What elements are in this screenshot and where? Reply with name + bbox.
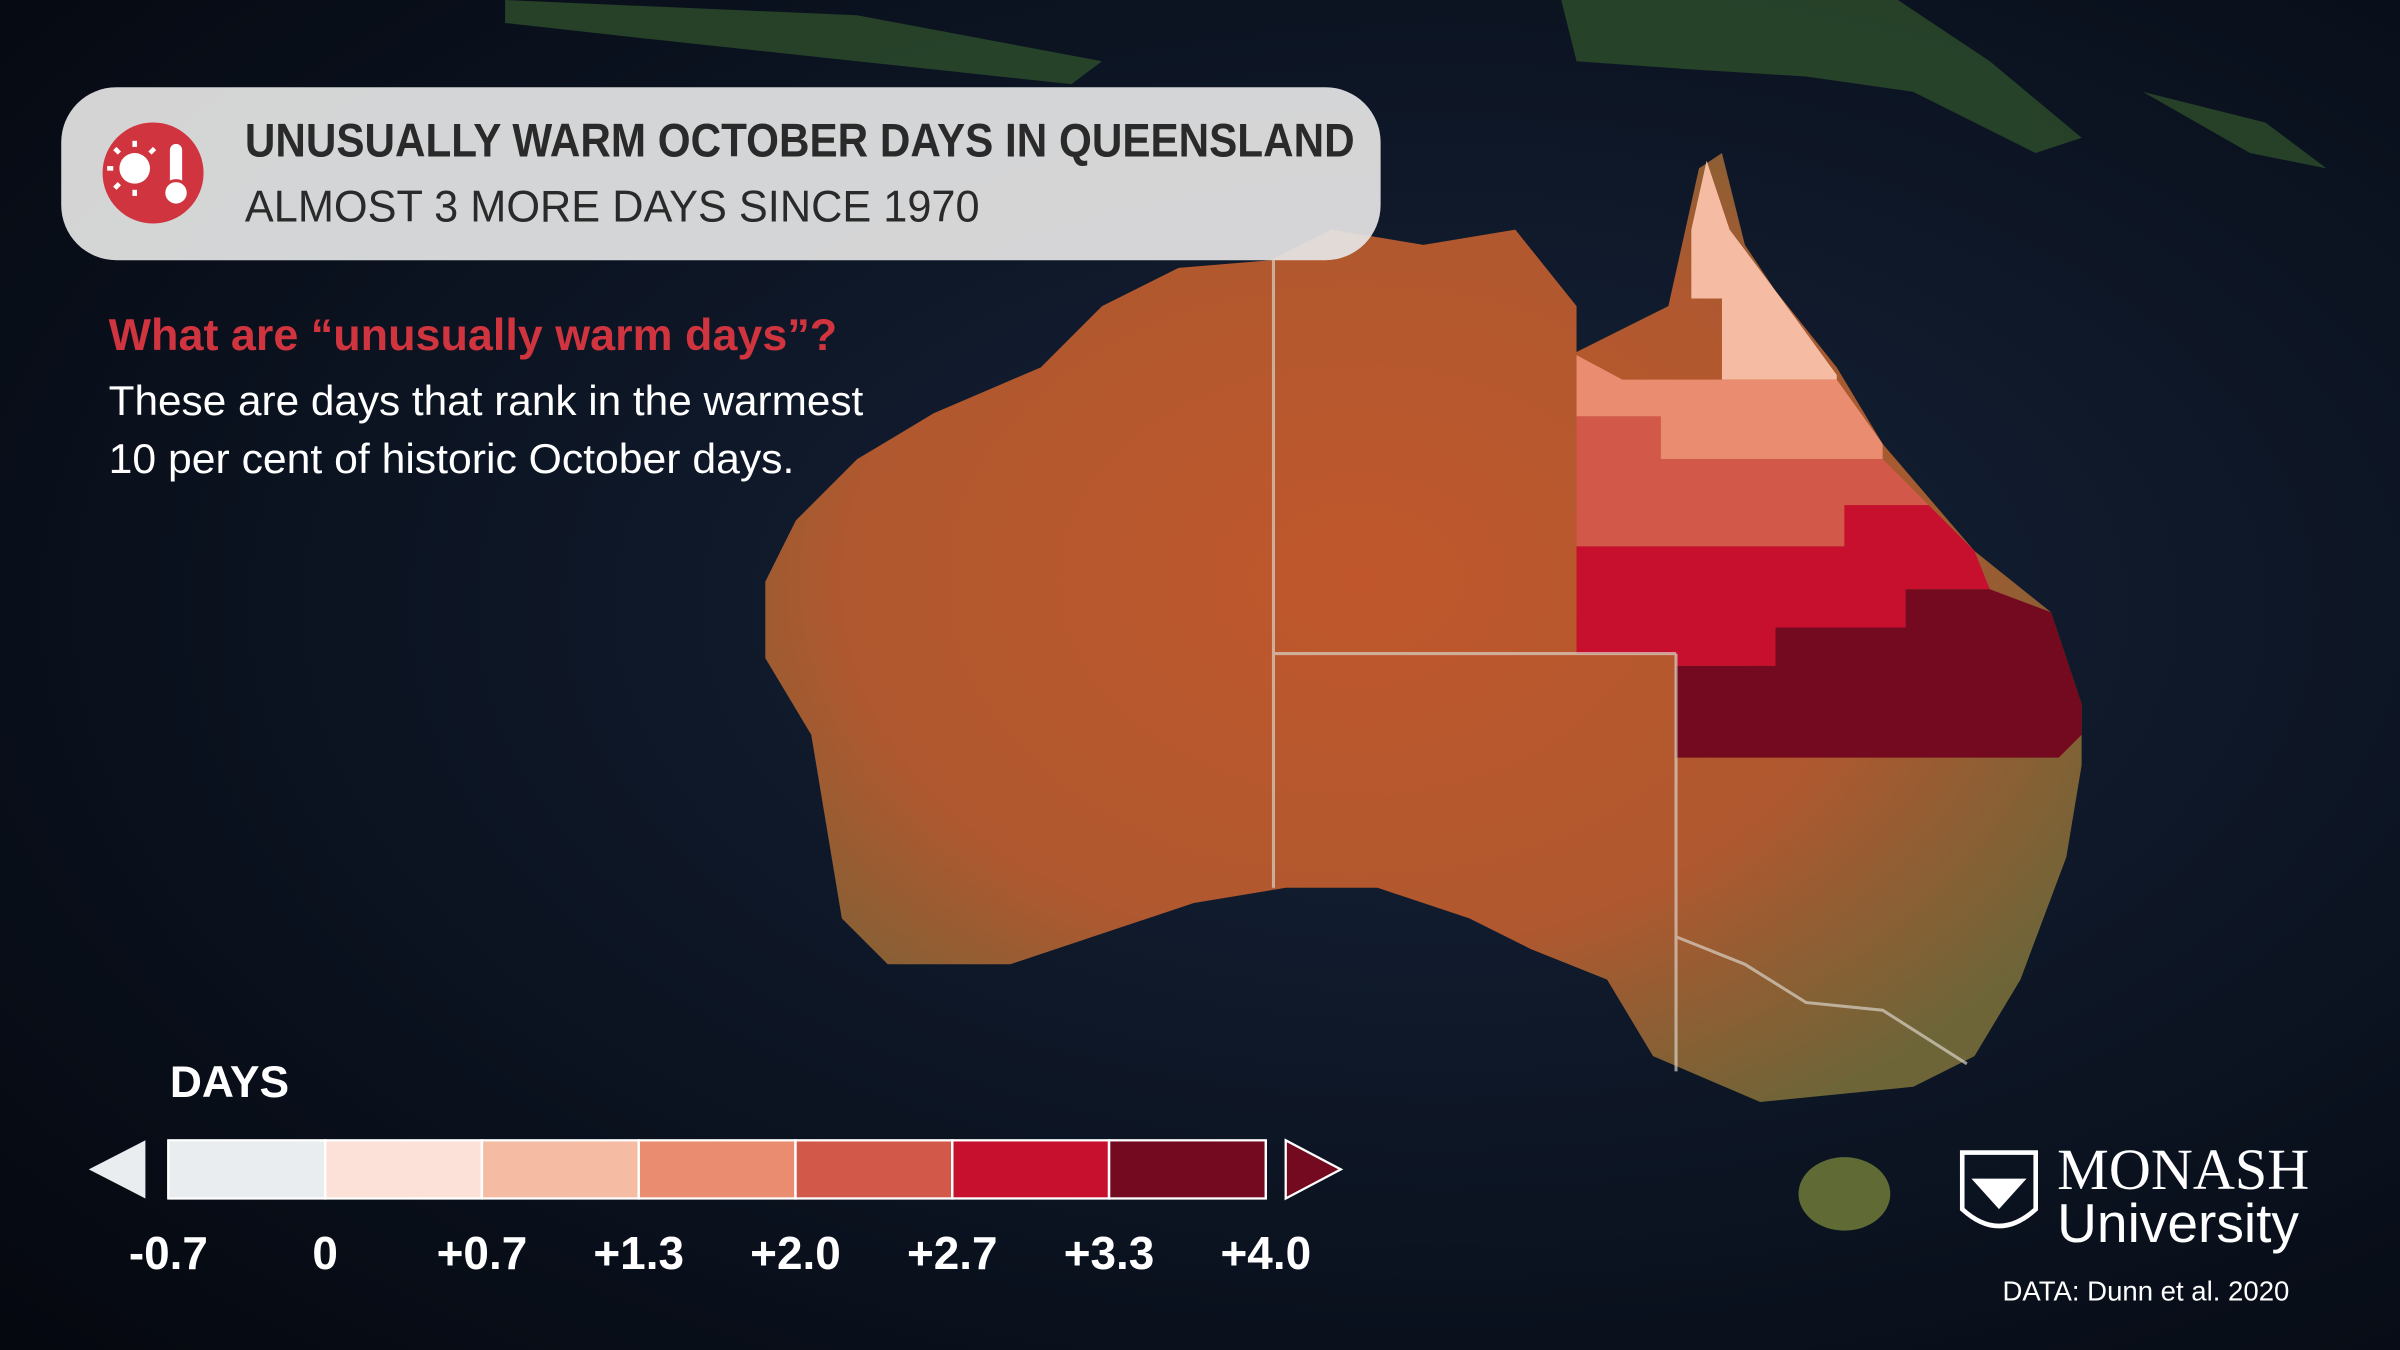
legend-bin	[480, 1139, 640, 1200]
logo-subname: University	[2057, 1192, 2299, 1254]
region-cell	[1576, 355, 1883, 460]
legend-tick-label: +2.7	[907, 1227, 998, 1279]
legend: -0.7 0 +0.7 +1.3 +2.0 +2.7 +3.3 +4.0	[88, 1138, 1344, 1279]
legend-tick-label: +2.0	[750, 1227, 841, 1279]
logo-shield	[1959, 1150, 2039, 1229]
legend-tick-label: +1.3	[593, 1227, 684, 1279]
legend-tick-label: 0	[312, 1227, 338, 1279]
legend-bin	[951, 1139, 1111, 1200]
legend-tick-label: -0.7	[129, 1227, 208, 1279]
tasmania	[1798, 1157, 1891, 1231]
legend-over-arrow	[1284, 1138, 1344, 1201]
island	[505, 0, 1103, 85]
island	[2142, 91, 2327, 169]
question: What are “unusually warm days”?	[109, 311, 838, 360]
legend-bin	[167, 1139, 327, 1200]
legend-bin	[323, 1139, 484, 1200]
logo-name: MONASH	[2057, 1137, 2309, 1202]
border	[1675, 935, 1968, 1066]
explanation-line: These are days that rank in the warmest	[109, 378, 864, 424]
legend-tick-label: +0.7	[437, 1227, 528, 1279]
legend-bin	[637, 1139, 797, 1200]
region-cell	[1676, 589, 2082, 758]
logo-chevron	[1971, 1178, 2027, 1210]
sun-rays	[107, 140, 157, 196]
credit: DATA: Dunn et al. 2020	[2002, 1276, 2289, 1307]
icon-circle	[102, 122, 204, 224]
thermometer-bulb	[162, 179, 190, 207]
legend-bin	[794, 1139, 954, 1200]
title-box	[61, 87, 1381, 261]
icon	[102, 122, 204, 224]
logo: MONASH University	[1959, 1137, 2309, 1254]
map	[765, 153, 2082, 1231]
explanation-line: 10 per cent of historic October days.	[109, 436, 795, 482]
region-cell	[1691, 160, 1837, 380]
legend-title: DAYS	[170, 1058, 289, 1107]
islands	[505, 0, 2327, 169]
title: UNUSUALLY WARM OCTOBER DAYS IN QUEENSLAN…	[245, 114, 1355, 167]
legend-under-arrow	[88, 1140, 146, 1199]
legend-tick-label: +3.3	[1064, 1227, 1155, 1279]
legend-bin	[1107, 1139, 1267, 1200]
subtitle: ALMOST 3 MORE DAYS SINCE 1970	[245, 182, 980, 231]
legend-tick-label: +4.0	[1221, 1227, 1312, 1279]
sun	[119, 153, 150, 184]
island	[1561, 0, 2082, 154]
region-cell	[1576, 505, 1990, 666]
state-borders	[1271, 260, 1968, 1072]
region-cell	[1576, 416, 1929, 547]
